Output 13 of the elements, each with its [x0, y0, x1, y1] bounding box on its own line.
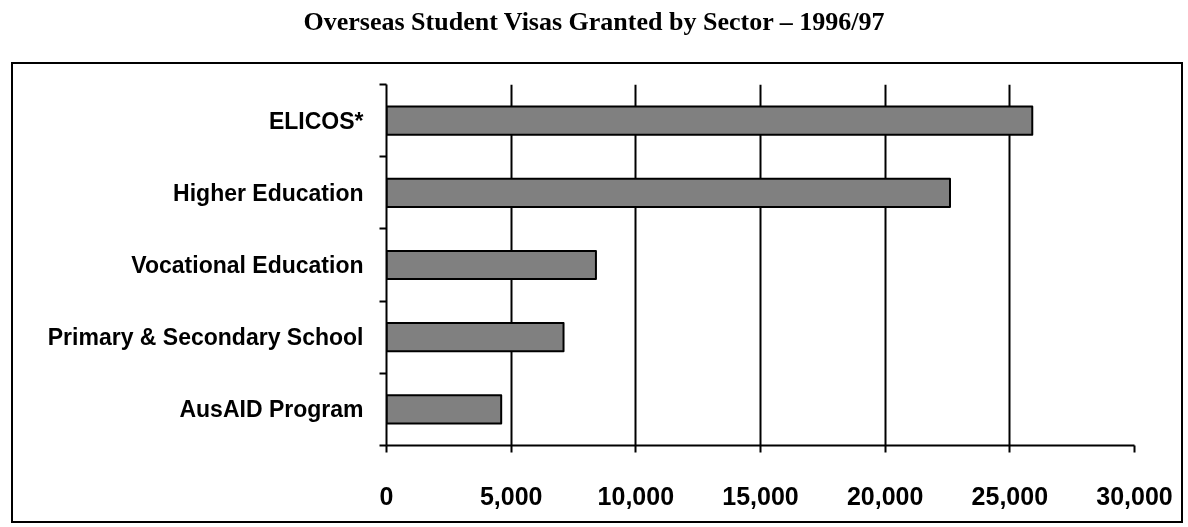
y-tick-label: Vocational Education [131, 252, 364, 278]
x-tick-label: 20,000 [846, 481, 924, 510]
y-tick-label: Higher Education [173, 179, 364, 206]
x-tick-label: 5,000 [479, 481, 543, 510]
x-tick-label: 10,000 [597, 481, 675, 510]
x-tick-label: 25,000 [971, 481, 1049, 510]
y-tick-label: Primary & Secondary School [47, 324, 364, 351]
x-tick-label: 15,000 [722, 481, 799, 510]
x-tick-label: 30,000 [1096, 481, 1173, 510]
y-tick-label: AusAID Program [179, 396, 364, 423]
y-tick-label: ELICOS* [268, 107, 364, 134]
chart-title: Overseas Student Visas Granted by Sector – 1996/97 [303, 6, 885, 38]
x-tick-label: 0 [379, 481, 394, 510]
